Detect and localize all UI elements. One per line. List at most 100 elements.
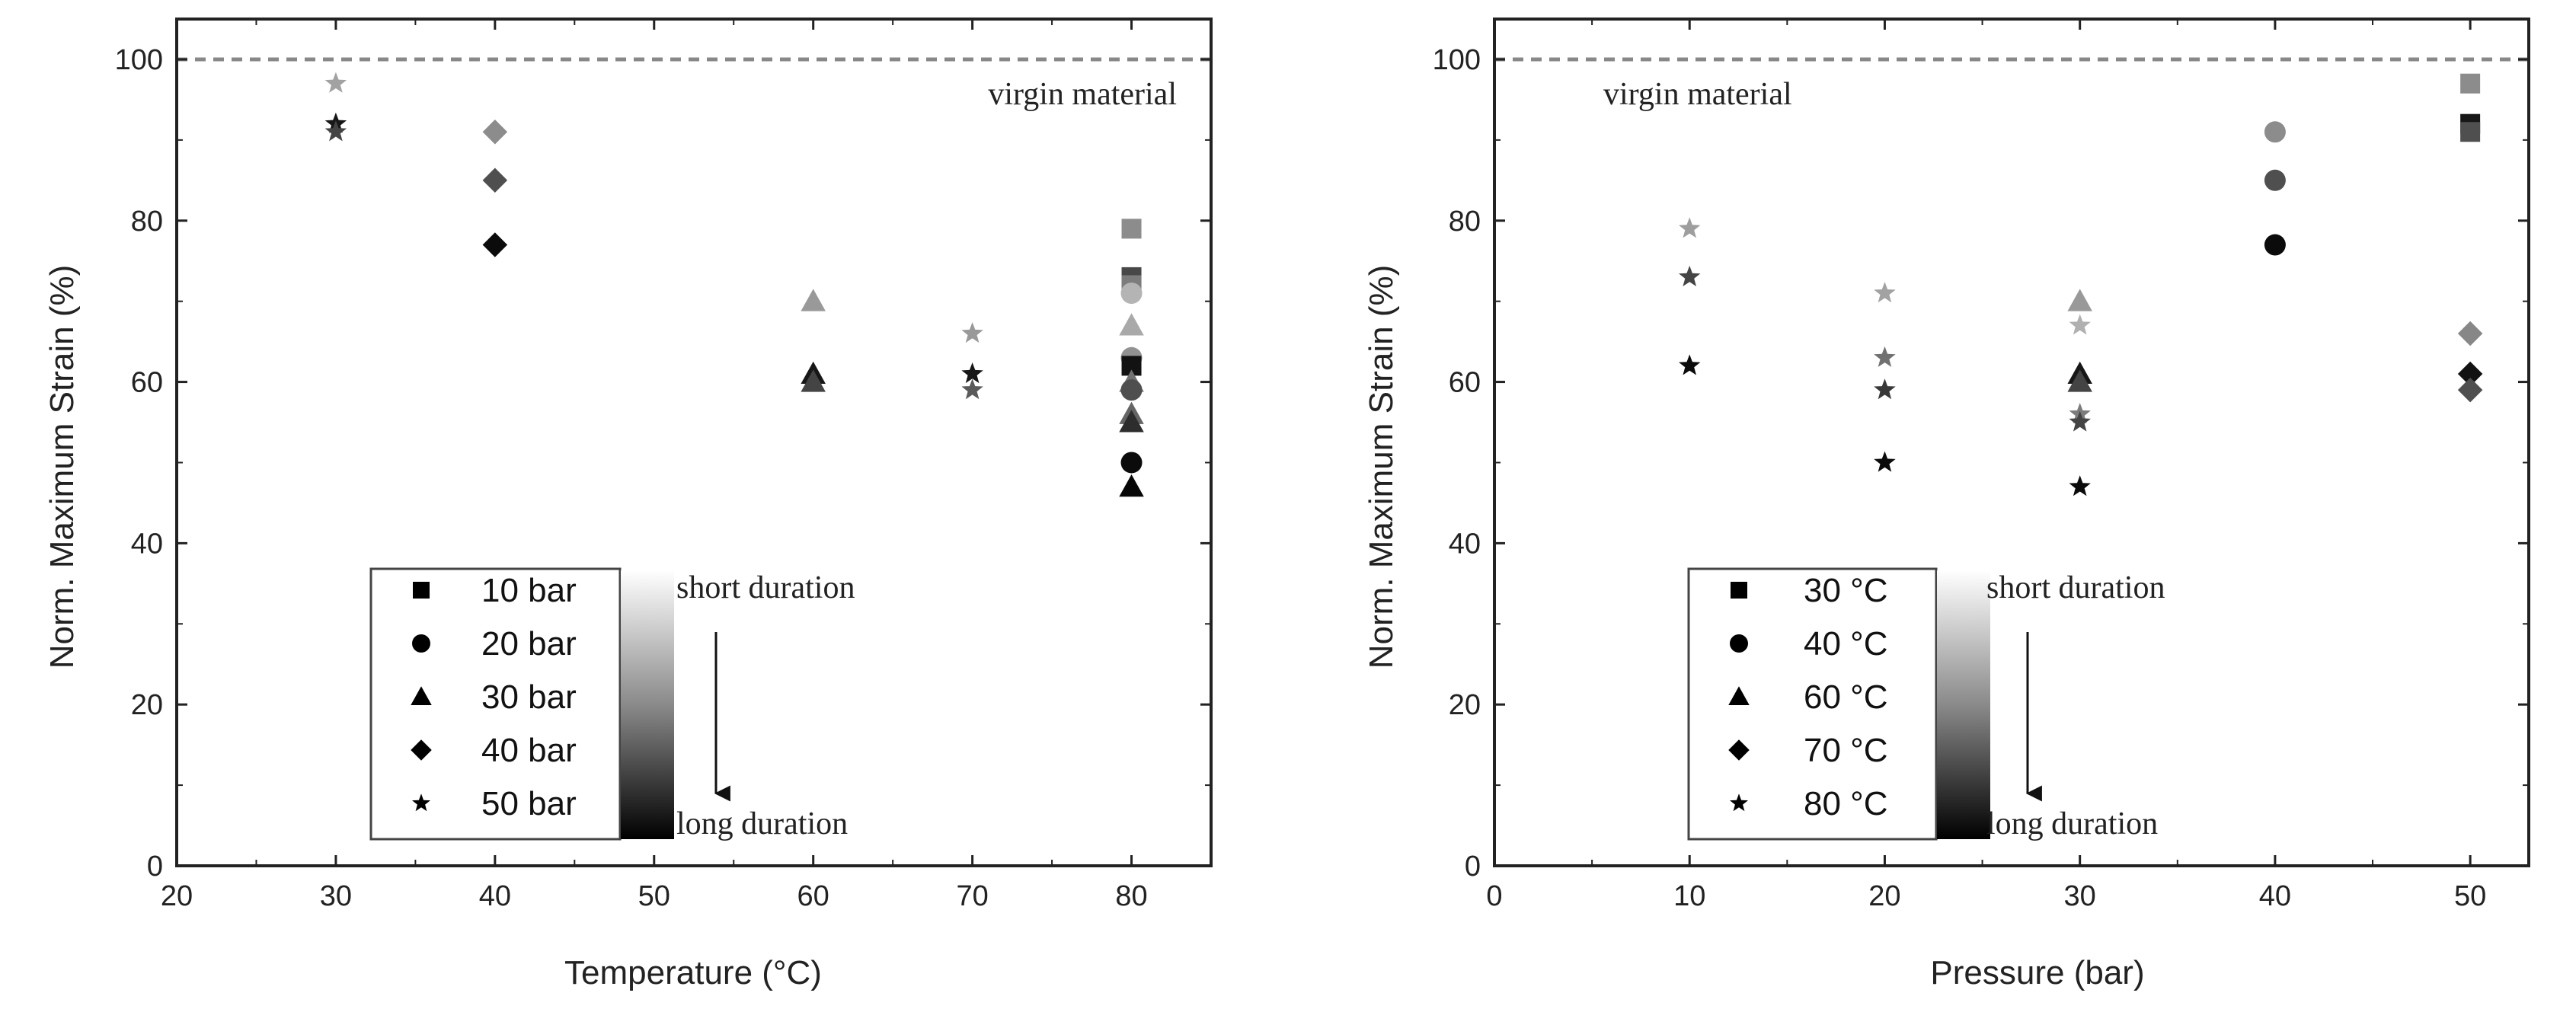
- right-point-square: [2460, 122, 2481, 142]
- right-x-tick-label: 50: [2454, 880, 2486, 912]
- right-x-tick-label: 30: [2064, 880, 2096, 912]
- left-point-triangle: [1119, 474, 1144, 497]
- left-point-circle: [1120, 452, 1143, 474]
- right-data-points: [1679, 73, 2483, 496]
- left-plot-frame: [175, 18, 1213, 867]
- left-legend-symbol-square: [413, 582, 430, 599]
- left-point-triangle: [1119, 410, 1144, 433]
- left-duration-gradient: [621, 570, 674, 839]
- left-y-tick-label: 80: [131, 206, 163, 238]
- right-y-tick-label: 100: [1433, 44, 1481, 76]
- right-legend-symbol-square: [1731, 582, 1747, 599]
- left-x-tick-label: 70: [956, 880, 988, 912]
- left-legend-symbol-diamond: [411, 739, 432, 761]
- left-y-tick-label: 60: [131, 367, 163, 399]
- right-duration-gradient: [1937, 570, 1990, 839]
- right-point-square: [2460, 73, 2481, 94]
- right-long-duration-label: long duration: [1986, 806, 2158, 841]
- left-y-axis-label: Norm. Maximum Strain (%): [43, 265, 81, 669]
- left-point-circle: [1120, 283, 1143, 305]
- left-x-tick-label: 50: [638, 880, 670, 912]
- right-x-tick-label: 20: [1868, 880, 1900, 912]
- right-point-circle: [2264, 234, 2286, 256]
- right-point-diamond: [2457, 377, 2483, 403]
- left-y-tick-label: 20: [131, 689, 163, 721]
- right-y-tick-label: 0: [1465, 851, 1481, 883]
- right-point-star: [2069, 410, 2091, 432]
- left-legend-symbols: [411, 582, 432, 812]
- right-legend-symbol-triangle: [1728, 686, 1750, 705]
- left-point-star: [324, 120, 347, 142]
- right-point-star: [1874, 282, 1896, 303]
- left-legend-label-10bar: 10 bar: [481, 572, 577, 609]
- right-legend: short duration long duration 30 °C 40 °C…: [1687, 567, 2165, 841]
- right-legend-label-80c: 80 °C: [1804, 785, 1888, 822]
- right-legend-symbol-circle: [1730, 634, 1748, 653]
- right-legend-symbol-star: [1730, 793, 1748, 812]
- left-long-duration-label: long duration: [676, 806, 848, 841]
- right-point-triangle: [2067, 369, 2092, 392]
- right-x-tick-label: 0: [1486, 880, 1502, 912]
- left-point-diamond: [482, 120, 508, 145]
- right-point-circle: [2264, 169, 2286, 191]
- left-legend-symbol-circle: [412, 634, 430, 653]
- left-point-star: [961, 378, 983, 400]
- left-x-tick-label: 40: [479, 880, 511, 912]
- left-panel: Norm. Maximum Strain (%) Temperature (°C…: [43, 18, 1213, 991]
- left-x-tick-label: 20: [161, 880, 193, 912]
- left-legend-label-40bar: 40 bar: [481, 732, 577, 769]
- right-x-tick-label: 40: [2259, 880, 2291, 912]
- right-legend-label-40c: 40 °C: [1804, 625, 1888, 662]
- left-legend-symbol-star: [412, 793, 430, 812]
- right-point-diamond: [2457, 321, 2483, 346]
- left-short-duration-label: short duration: [676, 570, 855, 605]
- left-legend-label-20bar: 20 bar: [481, 625, 577, 662]
- right-legend-symbol-diamond: [1728, 739, 1750, 761]
- right-y-tick-label: 20: [1449, 689, 1481, 721]
- right-y-tick-label: 80: [1449, 206, 1481, 238]
- right-point-star: [1679, 354, 1701, 375]
- right-panel: Norm. Maximum Strain (%) Pressure (bar) …: [1363, 18, 2530, 991]
- right-point-star: [2069, 314, 2091, 335]
- left-x-tick-label: 60: [797, 880, 829, 912]
- left-x-tick-label: 80: [1115, 880, 1147, 912]
- left-point-star: [961, 322, 983, 343]
- right-plot-frame: [1493, 18, 2530, 867]
- left-legend-label-50bar: 50 bar: [481, 785, 577, 822]
- left-point-triangle: [1119, 313, 1144, 336]
- left-point-star: [961, 362, 983, 384]
- left-legend: short duration long duration 10 bar 20 b…: [369, 567, 855, 841]
- right-legend-label-70c: 70 °C: [1804, 732, 1888, 769]
- right-point-star: [1874, 378, 1896, 400]
- right-point-star: [1679, 265, 1701, 286]
- right-legend-label-30c: 30 °C: [1804, 572, 1888, 609]
- right-short-duration-label: short duration: [1986, 570, 2165, 605]
- left-x-tick-label: 30: [320, 880, 352, 912]
- right-point-circle: [2264, 121, 2286, 143]
- left-legend-label-30bar: 30 bar: [481, 678, 577, 716]
- left-point-star: [324, 72, 347, 93]
- left-point-triangle: [801, 289, 826, 311]
- left-point-circle: [1120, 379, 1143, 401]
- right-axis-ticks: 0 10 20 30 40 50 0 20 40 60 80 100: [1433, 19, 2529, 912]
- left-point-diamond: [482, 232, 508, 257]
- right-virgin-material-label: virgin material: [1603, 77, 1792, 112]
- right-point-star: [2069, 475, 2091, 496]
- right-legend-symbols: [1728, 582, 1750, 812]
- left-x-axis-label: Temperature (°C): [564, 954, 822, 991]
- right-point-triangle: [2067, 289, 2092, 311]
- right-x-tick-label: 10: [1673, 880, 1705, 912]
- left-data-points: [324, 72, 1144, 497]
- left-point-triangle: [801, 369, 826, 392]
- right-point-star: [1874, 451, 1896, 472]
- left-point-square: [1121, 219, 1142, 239]
- left-virgin-material-label: virgin material: [988, 77, 1177, 112]
- right-legend-label-60c: 60 °C: [1804, 678, 1888, 716]
- right-y-tick-label: 60: [1449, 367, 1481, 399]
- right-x-axis-label: Pressure (bar): [1930, 954, 2144, 991]
- left-y-tick-label: 100: [115, 44, 163, 76]
- right-y-tick-label: 40: [1449, 528, 1481, 560]
- left-y-tick-label: 0: [147, 851, 163, 883]
